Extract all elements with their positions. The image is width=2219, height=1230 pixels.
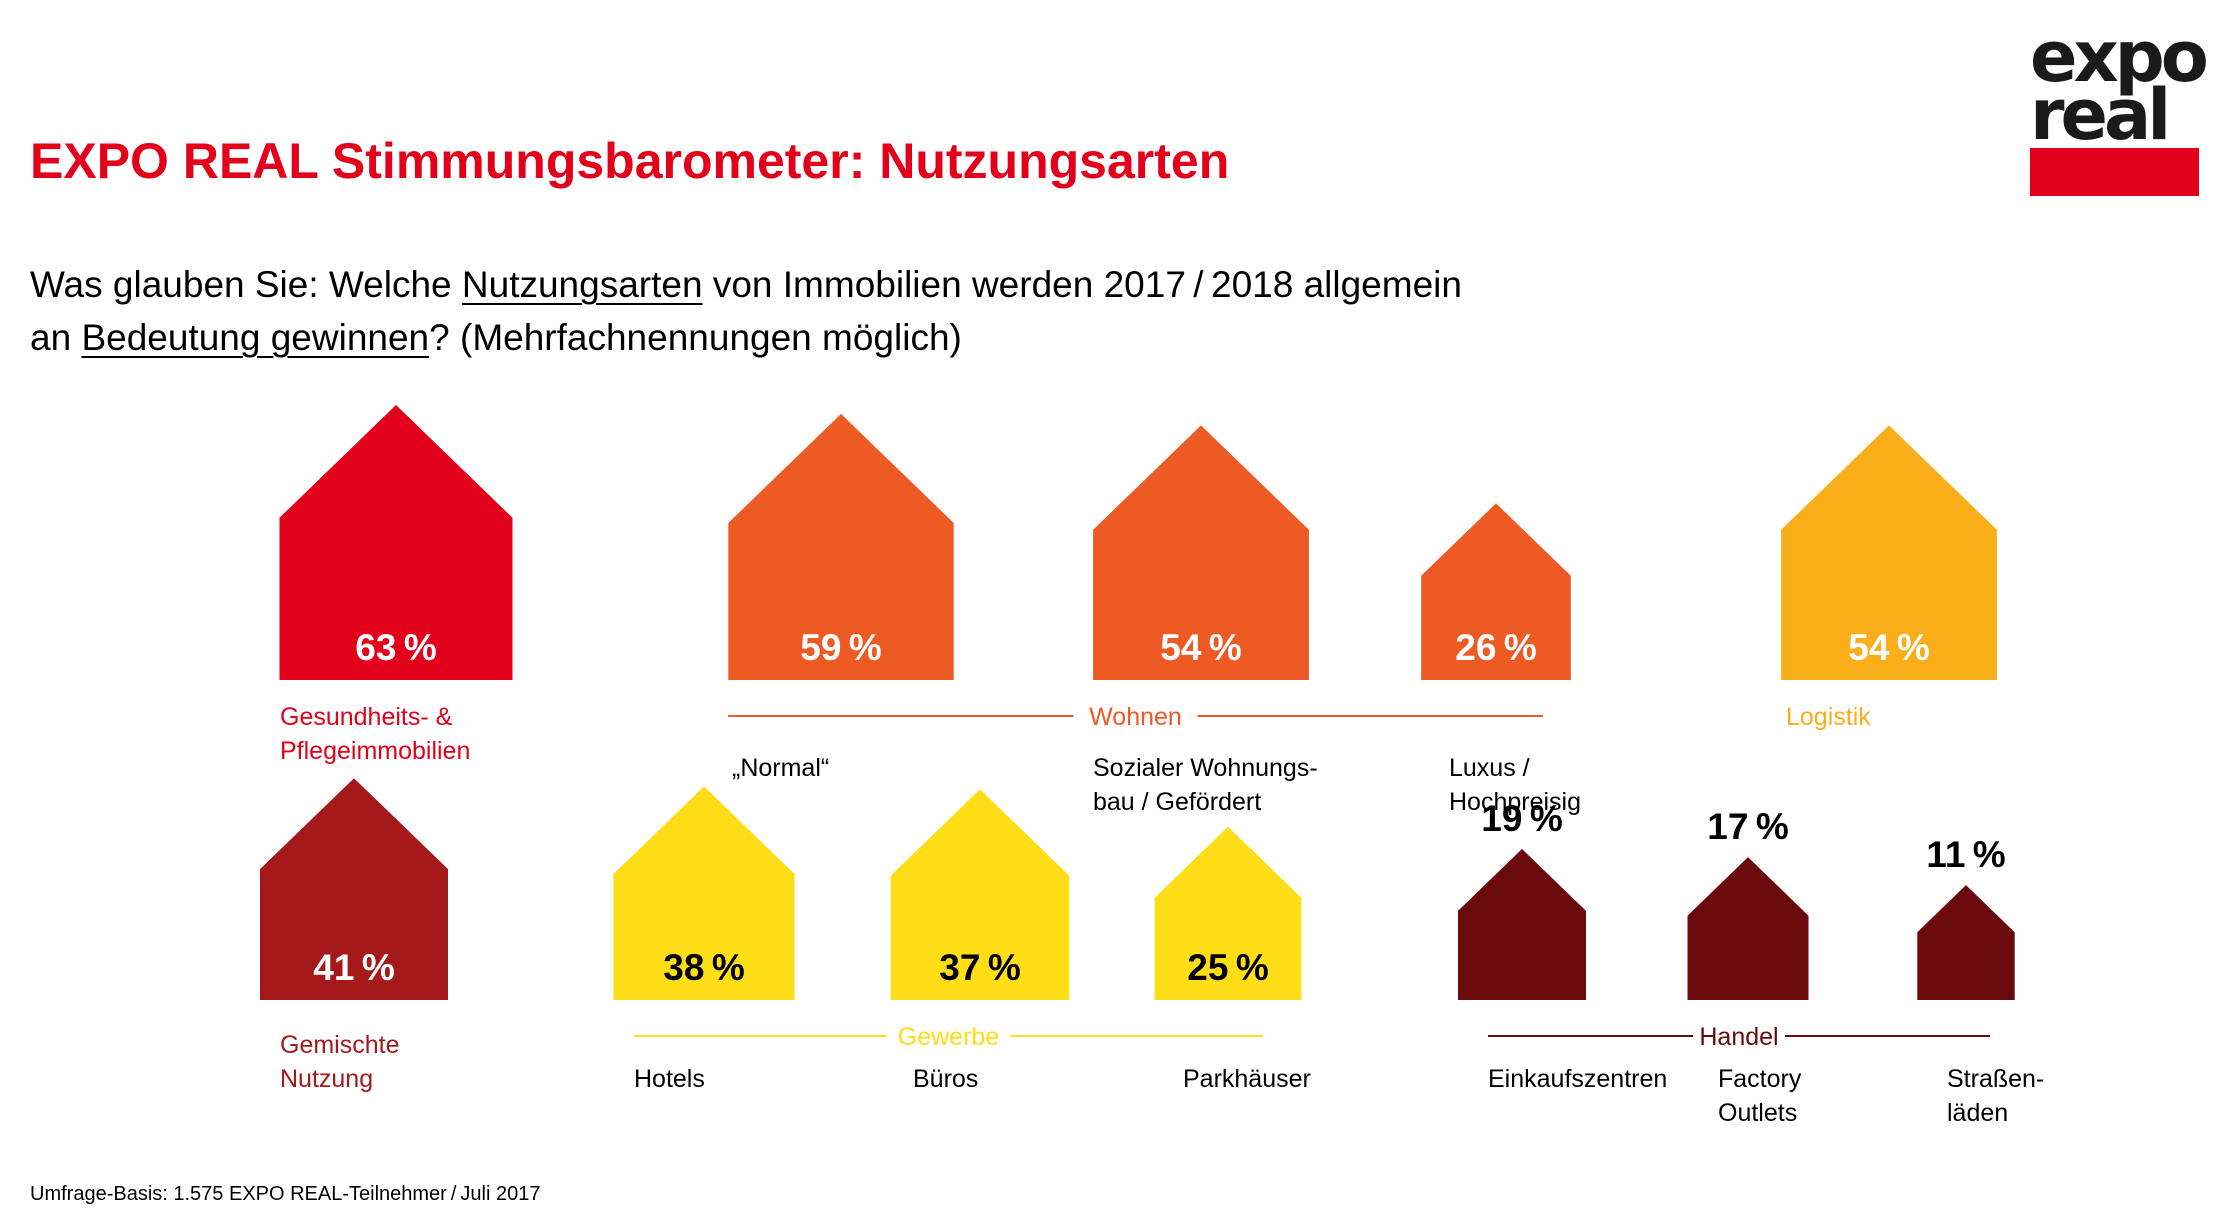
expo-real-logo: expo real (2030, 16, 2209, 196)
category-label-hotels: Hotels (634, 1065, 705, 1093)
page-title: EXPO REAL Stimmungsbarometer: Nutzungsar… (30, 133, 1230, 189)
category-label-normal: „Normal“ (732, 754, 829, 782)
category-label-strassen-laeden: Straßen- (1947, 1065, 2044, 1093)
category-label-gesundheits-pflegeimmobilien: Gesundheits- & (280, 703, 453, 731)
category-label-gesundheits-pflegeimmobilien: Pflegeimmobilien (280, 737, 470, 765)
question-emphasis: Nutzungsarten (461, 264, 703, 305)
question-text: an (30, 317, 82, 358)
house-bar-hotels (613, 786, 795, 1000)
logo-line-1: expo (2030, 16, 2209, 98)
house-bar-luxus-hochpreisig (1421, 503, 1571, 680)
value-label-gesundheits-pflegeimmobilien: 63 % (355, 627, 436, 668)
question-line-1: Was glauben Sie: Welche Nutzungsarten vo… (30, 258, 1462, 311)
logo-line-2: real (2030, 74, 2171, 156)
category-label-factory-outlets: Factory (1718, 1065, 1802, 1093)
group-label-gewerbe: Gewerbe (898, 1023, 999, 1051)
category-label-gemischte-nutzung: Nutzung (280, 1065, 373, 1093)
value-label-bueros: 37 % (939, 947, 1020, 988)
value-label-normal: 59 % (800, 627, 881, 668)
house-bar-parkhaeuser (1154, 826, 1302, 1000)
house-bar-einkaufszentren (1458, 849, 1586, 1000)
survey-question: Was glauben Sie: Welche Nutzungsarten vo… (30, 258, 1462, 364)
house-bar-normal (728, 413, 954, 680)
house-bar-gemischte-nutzung (260, 778, 448, 1000)
value-label-logistik: 54 % (1848, 627, 1929, 668)
house-bar-logistik (1781, 425, 1997, 680)
value-label-hotels: 38 % (663, 947, 744, 988)
group-label-handel: Handel (1699, 1023, 1778, 1051)
house-bar-factory-outlets (1687, 857, 1809, 1000)
value-label-luxus-hochpreisig: 26 % (1455, 627, 1536, 668)
question-text: ? (Mehrfachnennungen möglich) (429, 317, 962, 358)
value-label-einkaufszentren: 19 % (1481, 798, 1562, 839)
house-bar-sozialer-wohnungs-bau-gefoerdert (1093, 425, 1309, 680)
value-label-parkhaeuser: 25 % (1187, 947, 1268, 988)
question-text: Was glauben Sie: Welche (30, 264, 462, 305)
house-bar-gesundheits-pflegeimmobilien (279, 405, 513, 680)
category-label-strassen-laeden: läden (1947, 1099, 2008, 1127)
category-label-gemischte-nutzung: Gemischte (280, 1031, 399, 1059)
category-label-parkhaeuser: Parkhäuser (1183, 1065, 1311, 1093)
category-label-bueros: Büros (913, 1065, 978, 1093)
category-label-logistik: Logistik (1786, 703, 1871, 731)
group-label-wohnen: Wohnen (1089, 703, 1182, 731)
question-text: von Immobilien werden 2017 / 2018 allgem… (702, 264, 1462, 305)
value-label-strassen-laeden: 11 % (1926, 834, 2005, 875)
house-bar-strassen-laeden (1917, 885, 2015, 1000)
category-label-luxus-hochpreisig: Hochpreisig (1449, 788, 1581, 816)
source-note: Umfrage-Basis: 1.575 EXPO REAL-Teilnehme… (30, 1183, 541, 1205)
category-label-einkaufszentren: Einkaufszentren (1488, 1065, 1667, 1093)
category-label-sozialer-wohnungs-bau-gefoerdert: bau / Gefördert (1093, 788, 1261, 816)
question-line-2: an Bedeutung gewinnen? (Mehrfachnennunge… (30, 311, 1462, 364)
category-label-luxus-hochpreisig: Luxus / (1449, 754, 1530, 782)
logo-bar (2030, 148, 2199, 196)
value-label-gemischte-nutzung: 41 % (313, 947, 394, 988)
value-label-factory-outlets: 17 % (1707, 806, 1788, 847)
category-label-sozialer-wohnungs-bau-gefoerdert: Sozialer Wohnungs- (1093, 754, 1318, 782)
house-bar-bueros (890, 789, 1070, 1000)
question-emphasis: Bedeutung gewinnen (81, 317, 430, 358)
category-label-factory-outlets: Outlets (1718, 1099, 1797, 1127)
value-label-sozialer-wohnungs-bau-gefoerdert: 54 % (1160, 627, 1241, 668)
